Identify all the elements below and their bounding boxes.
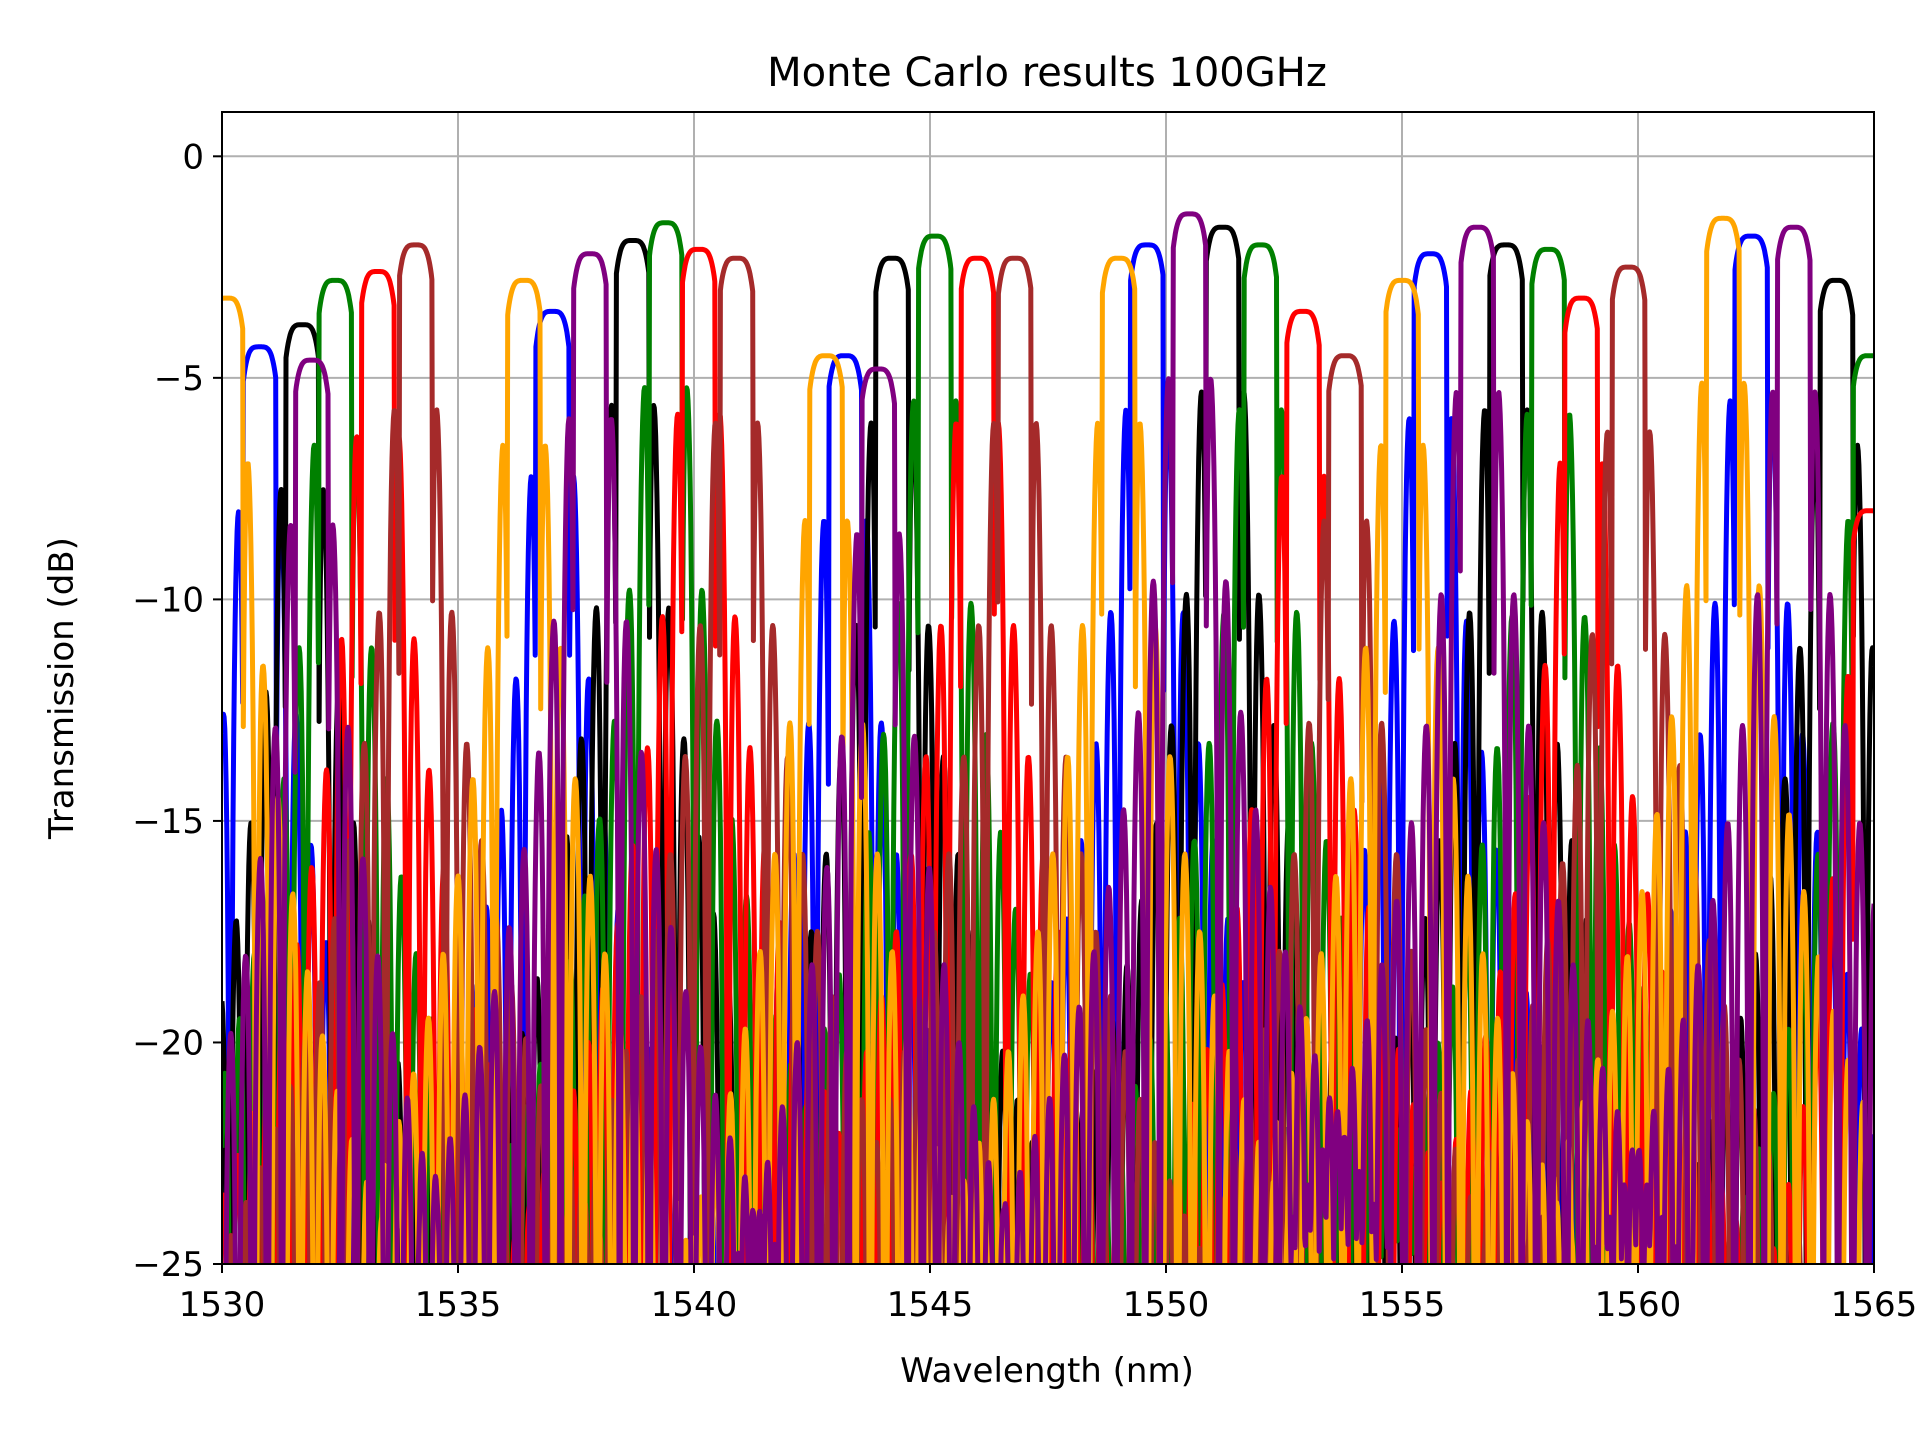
y-tick-label: −25: [132, 1245, 204, 1285]
axis-ticks: 1530 1535 1540 1545 1550 1555 1560 1565 0 −5 −10 −1…: [132, 137, 1917, 1325]
transmission-series-6: [222, 215, 1870, 1264]
series-lines: [222, 211, 1874, 1264]
x-tick-label: 1530: [179, 1285, 266, 1325]
x-tick-label: 1555: [1359, 1285, 1446, 1325]
transmission-series-7: [223, 211, 1874, 1264]
x-tick-label: 1550: [1123, 1285, 1210, 1325]
y-tick-label: 0: [182, 137, 204, 177]
chart-title: Monte Carlo results 100GHz: [767, 50, 1327, 96]
y-tick-label: −20: [132, 1023, 204, 1063]
x-axis-label: Wavelength (nm): [900, 1351, 1194, 1391]
y-tick-label: −10: [132, 580, 204, 620]
plot-frame: [221, 111, 1875, 1265]
x-tick-label: 1535: [415, 1285, 502, 1325]
x-tick-label: 1565: [1831, 1285, 1918, 1325]
x-tick-label: 1540: [651, 1285, 738, 1325]
x-tick-label: 1545: [887, 1285, 974, 1325]
y-tick-label: −15: [132, 802, 204, 842]
y-axis-label: Transmission (dB): [42, 537, 82, 840]
y-tick-label: −5: [154, 359, 204, 399]
x-tick-label: 1560: [1595, 1285, 1682, 1325]
